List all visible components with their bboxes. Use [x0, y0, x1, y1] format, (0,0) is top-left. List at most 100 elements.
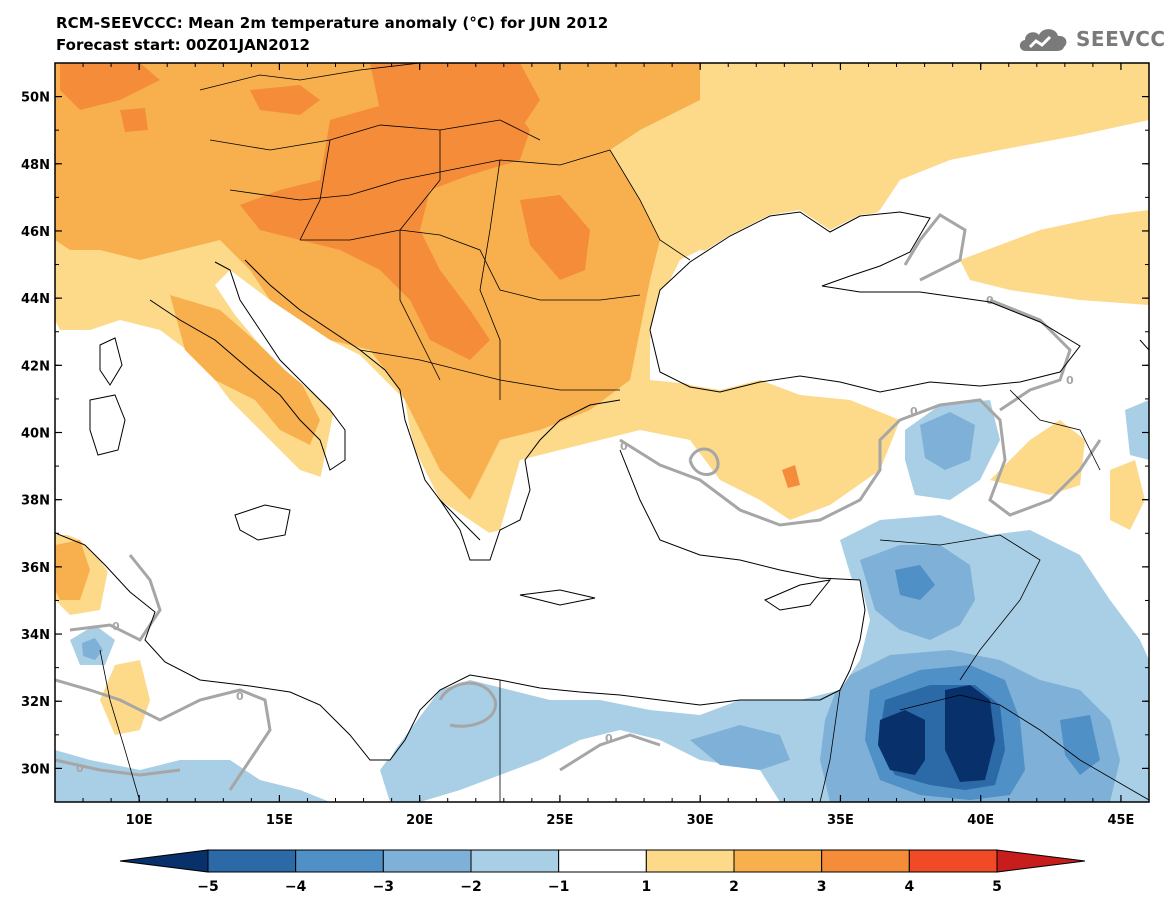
border-europe-4	[300, 229, 641, 301]
hot-spot-anatolia	[782, 465, 800, 488]
latitude-axis: 50N 48N 46N 44N 42N 40N 38N 36N 34N 32N 30N	[21, 62, 1149, 803]
cold-region-2	[895, 565, 935, 600]
coastline-greece	[439, 399, 621, 561]
lon-tick-label: 30E	[687, 813, 714, 828]
colorbar-box	[558, 849, 647, 873]
zero-contour-anatolia-2	[688, 447, 720, 476]
contour-label: 0	[910, 405, 918, 418]
hot-region-4	[60, 63, 160, 110]
coastline-crete	[519, 589, 596, 606]
logo-text: SEEVCCC	[1076, 27, 1165, 51]
warm-region-libya	[100, 660, 150, 735]
border-europe-3	[229, 149, 611, 201]
hot-region-6	[250, 85, 320, 115]
colorbar: −5 −4 −3 −2 −1 1 2 3 4 5	[119, 849, 1086, 895]
lon-tick-label: 35E	[827, 813, 854, 828]
coastline-italy	[149, 261, 346, 471]
colorbar-box	[733, 849, 823, 873]
lat-tick-label: 44N	[21, 292, 50, 307]
coastline-turkey-south	[619, 449, 861, 581]
coastline-corsica	[99, 337, 123, 386]
border-turkey-east	[1009, 389, 1101, 471]
contour-label: 0	[605, 732, 613, 745]
lat-tick-label: 40N	[21, 427, 50, 442]
colorbar-box	[295, 849, 384, 873]
colder-region-anatolia	[920, 412, 975, 470]
lat-tick-label: 42N	[21, 359, 50, 374]
anomaly-field	[55, 63, 1149, 802]
zero-contours	[55, 213, 1102, 791]
zero-contour-anatolia	[619, 398, 1102, 527]
border-europe-6	[399, 130, 441, 381]
contour-label: 0	[620, 440, 628, 453]
colorbar-label: 3	[817, 879, 827, 895]
zero-contour-cyrenaica	[438, 681, 497, 728]
lon-tick-label: 45E	[1107, 813, 1134, 828]
forecast-start-label: Forecast start: 00Z01JAN2012	[56, 36, 310, 54]
colorbar-box	[645, 849, 735, 873]
extreme-cold-region-1	[878, 710, 925, 775]
colorbar-label: −2	[460, 879, 481, 895]
contour-label: 0	[112, 620, 120, 633]
border-europe-1	[199, 63, 421, 91]
border-syria-iraq	[879, 534, 1041, 681]
colorbar-box	[207, 849, 297, 873]
lon-tick-label: 10E	[126, 813, 153, 828]
black-sea	[650, 210, 1080, 390]
contour-label: 0	[1066, 374, 1074, 387]
colorbar-label: −4	[285, 879, 307, 895]
longitude-axis: 10E 15E 20E 25E 30E 35E 40E 45E	[82, 63, 1134, 828]
hot-region-5	[120, 108, 148, 132]
colorbar-box	[382, 849, 472, 873]
lon-tick-label: 15E	[266, 813, 293, 828]
contour-label: 0	[986, 294, 994, 307]
hot-region-2	[370, 63, 540, 130]
border-tunisia-libya	[99, 649, 141, 802]
lat-tick-label: 50N	[21, 91, 50, 106]
colorbar-lower-extension	[119, 849, 209, 873]
zero-contour-egypt	[559, 733, 661, 772]
colorbar-label: 4	[904, 879, 914, 895]
border-europe-8	[609, 149, 691, 261]
sea-of-azov	[880, 215, 945, 250]
colorbar-label: −3	[373, 879, 394, 895]
lon-tick-label: 20E	[406, 813, 433, 828]
contour-label: 0	[76, 762, 84, 775]
country-borders	[99, 63, 1149, 802]
colorbar-label: 5	[992, 879, 1002, 895]
warmer-region	[55, 63, 700, 500]
hot-region-3	[520, 195, 590, 280]
warm-region-caucasus	[1110, 460, 1145, 530]
border-egypt-israel	[819, 689, 841, 802]
seevccc-logo: SEEVCCC	[1016, 22, 1165, 56]
colorbar-box	[470, 849, 560, 873]
extreme-cold-region-2	[945, 685, 995, 782]
lat-tick-label: 38N	[21, 494, 50, 509]
colorbar-label: −5	[197, 879, 218, 895]
colorbar-box	[821, 849, 910, 873]
warmer-region-italy	[170, 295, 320, 445]
lat-tick-label: 46N	[21, 225, 50, 240]
contour-label: 0	[236, 690, 244, 703]
warmer-region-tunisia	[55, 540, 90, 600]
colorbar-label: 1	[641, 879, 651, 895]
coastline-caspian	[1139, 339, 1149, 351]
coastline-black-sea	[649, 211, 1081, 393]
lat-tick-label: 32N	[21, 695, 50, 710]
colorbar-upper-extension	[996, 849, 1086, 873]
border-europe-5	[299, 139, 331, 241]
coastline-egypt-libya	[55, 532, 820, 761]
cool-region-caspian	[1125, 400, 1149, 460]
zero-contour-east	[903, 213, 967, 282]
colder-region-egypt	[690, 725, 790, 770]
cool-region-libya	[55, 750, 330, 802]
lat-tick-label: 36N	[21, 561, 50, 576]
cloud-logo-icon	[1019, 29, 1067, 51]
zero-contour-sahara	[55, 758, 181, 777]
coastline-sicily	[234, 504, 291, 541]
colorbar-box	[908, 849, 998, 873]
cold-region-3	[1060, 715, 1100, 775]
colder-region-tunisia	[82, 638, 103, 660]
colorbar-label: −1	[548, 879, 569, 895]
